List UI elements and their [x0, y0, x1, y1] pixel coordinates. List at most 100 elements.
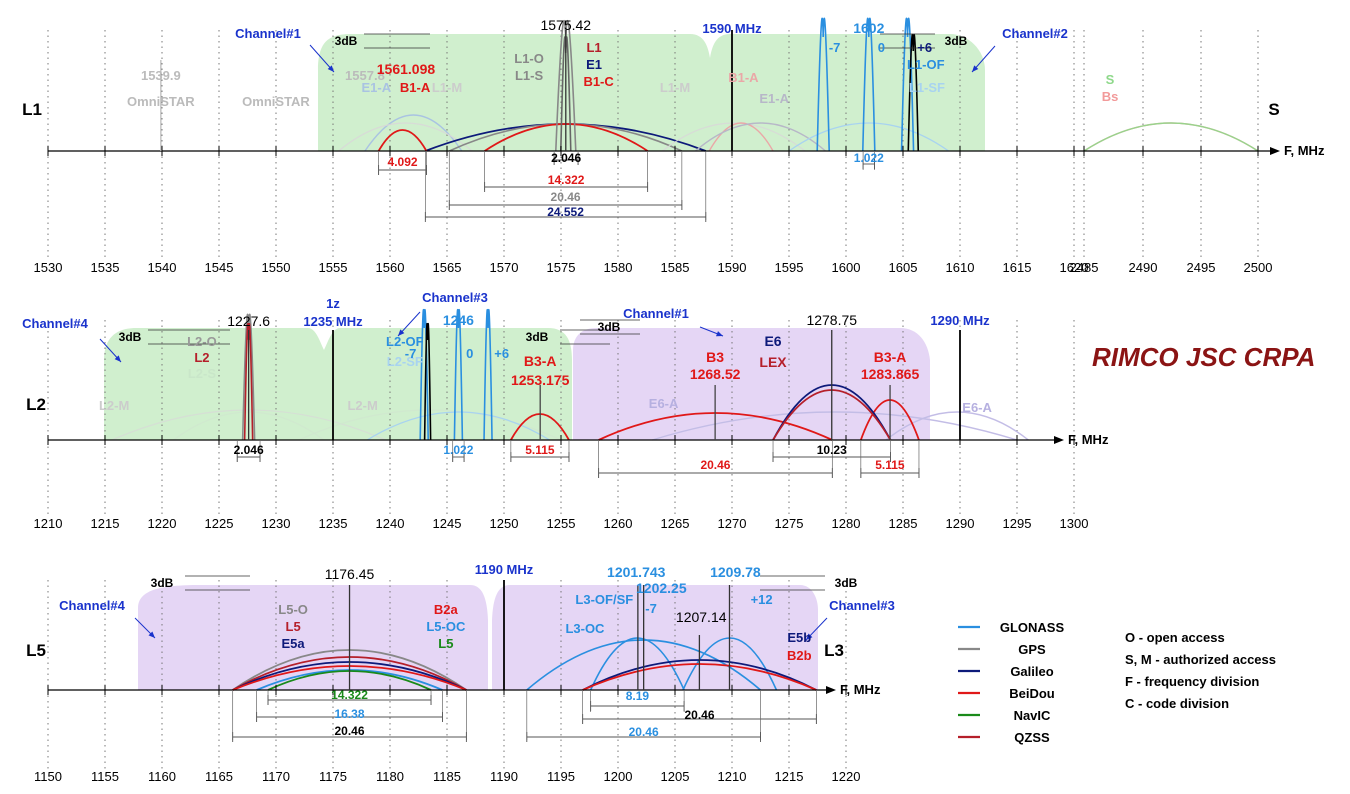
- l2-3db-right-label: 3dB: [598, 320, 621, 334]
- l1m-right-label: L1-M: [660, 80, 690, 95]
- l5-tick-label: 1175: [319, 769, 347, 784]
- glonass-l2-0-curve: [453, 308, 464, 441]
- l3-channel-3-label: Channel#3: [829, 598, 895, 613]
- omnistar-2-label: OmniSTAR: [242, 94, 310, 109]
- b3a-left-frequency: 1253.175: [511, 372, 570, 388]
- l1m-right-curve: [662, 122, 806, 152]
- b3-frequency: 1268.52: [690, 366, 741, 382]
- l1-tick-label: 1605: [889, 260, 918, 275]
- l3-m7-label: -7: [645, 601, 657, 616]
- l5-channel-4-label: Channel#4: [59, 598, 126, 613]
- l1-span-1022-value: 1.022: [854, 151, 884, 165]
- b3a-right-frequency: 1283.865: [861, 366, 920, 382]
- l2-tick-label: 1290: [946, 516, 975, 531]
- l5-tick-label: 1160: [148, 769, 176, 784]
- glonass-l1-0-label: 0: [878, 40, 885, 55]
- legend-label-gps: GPS: [1018, 642, 1046, 657]
- l1-tick-label: 1550: [262, 260, 291, 275]
- l5-tick-label: 1210: [718, 769, 747, 784]
- glonass-0-curve: [862, 17, 876, 152]
- e6a-right-curve: [885, 411, 1029, 441]
- omnistar-2-frequency: 1557.8: [345, 68, 385, 83]
- l1-tick-label: 2490: [1129, 260, 1158, 275]
- l1-channel-1-label: Channel#1: [235, 26, 301, 41]
- l1-tick-label: 1600: [832, 260, 861, 275]
- band-label-l1: L1: [22, 100, 42, 119]
- l2-channel-4-pointer-head: [114, 355, 121, 362]
- l2sf-label: L2-SF: [387, 354, 423, 369]
- l2-tick-label: 1250: [490, 516, 519, 531]
- l1-3db-left-label: 3dB: [335, 34, 358, 48]
- glonass-l2-center-frequency: 1246: [443, 312, 474, 328]
- l2-channel-1-label: Channel#1: [623, 306, 689, 321]
- l1-axis-label: F, MHz: [1284, 143, 1325, 158]
- l2-channel-4-label: Channel#4: [22, 316, 89, 331]
- l1-3db-right-label: 3dB: [945, 34, 968, 48]
- l2-center-frequency: 1227.6: [227, 313, 270, 329]
- l1s-label: L1-S: [515, 68, 544, 83]
- l5-tick-label: 1170: [262, 769, 290, 784]
- l1-channel-1-pointer-head: [327, 65, 334, 72]
- l2-tick-label: 1245: [433, 516, 462, 531]
- l1-label: L1: [586, 40, 601, 55]
- l1-tick-label: 1570: [490, 260, 519, 275]
- l2of-label: L2-OF: [386, 334, 424, 349]
- l2-3db-mid-label: 3dB: [526, 330, 549, 344]
- l1-span-14322-value: 14.322: [548, 173, 585, 187]
- legend-label-navic: NavIC: [1014, 708, 1051, 723]
- l5o-label: L5-O: [278, 602, 308, 617]
- l2-divider-2-label: 1290 MHz: [930, 313, 990, 328]
- b2a-label: B2a: [434, 602, 459, 617]
- l5-center-frequency: 1176.45: [325, 566, 375, 582]
- l2-tick-label: 1215: [91, 516, 120, 531]
- l1o-label: L1-O: [514, 51, 544, 66]
- l1-tick-label: 1590: [718, 260, 747, 275]
- bs-label: Bs: [1102, 89, 1119, 104]
- e5a-label: E5a: [282, 636, 306, 651]
- e6a-curve: [651, 411, 1018, 441]
- b2b-label: B2b: [787, 648, 812, 663]
- l1-channel-2-pointer-head: [972, 65, 979, 72]
- l3-g4-frequency: 1207.14: [676, 609, 727, 625]
- l1sf-curve: [788, 122, 949, 152]
- l5-tick-label: 1185: [433, 769, 461, 784]
- l2-span-1022-value: 1.022: [443, 443, 473, 457]
- l5-tick-label: 1190: [490, 769, 518, 784]
- l2-axis-arrow: [1054, 436, 1064, 444]
- l1-span-2046-value: 2.046: [551, 151, 581, 165]
- l5-span-2046-value: 20.46: [335, 724, 365, 738]
- l2-label: L2: [194, 350, 209, 365]
- l3of-label: L3-OF/SF: [575, 592, 633, 607]
- band-label-l3: L3: [824, 641, 844, 660]
- glonass-l1-m7-label: -7: [829, 40, 841, 55]
- b1a-frequency: 1561.098: [377, 61, 436, 77]
- l2-tick-label: 1265: [661, 516, 690, 531]
- l5-tick-label: 1165: [205, 769, 233, 784]
- glonass-l2-0-label: 0: [466, 346, 473, 361]
- l5-span-1638-value: 16.38: [335, 707, 365, 721]
- l1-axis-arrow: [1270, 147, 1280, 155]
- l2-tick-label: 1260: [604, 516, 633, 531]
- l1-tick-label: 1535: [91, 260, 120, 275]
- legend-label-glonass: GLONASS: [1000, 620, 1065, 635]
- note-2: F - frequency division: [1125, 674, 1259, 689]
- note-0: O - open access: [1125, 630, 1225, 645]
- glonass-l1-p6-label: +6: [917, 40, 932, 55]
- l1-span-4092-value: 4.092: [388, 155, 418, 169]
- l2-span-2046-value: 2.046: [234, 443, 264, 457]
- l1-tick-label: 1615: [1003, 260, 1032, 275]
- l1-tick-label: 1530: [34, 260, 63, 275]
- l2-tick-label: 1230: [262, 516, 291, 531]
- l2-divider-1z: 1z: [326, 296, 340, 311]
- l1-channel-2-label: Channel#2: [1002, 26, 1068, 41]
- l3-channel-3-pointer-head: [806, 633, 813, 640]
- legend-label-qzss: QZSS: [1014, 730, 1050, 745]
- l3-g3-frequency: 1209.78: [710, 564, 761, 580]
- e6a-left-label: E6-A: [649, 396, 679, 411]
- l5-navic-label: L5: [438, 636, 453, 651]
- b1a-left-label: B1-A: [400, 80, 431, 95]
- l1-span-2046-gps-value: 20.46: [551, 190, 581, 204]
- l2-3db-left-label: 3dB: [119, 330, 142, 344]
- l5-3db-left-label: 3dB: [151, 576, 174, 590]
- band-label-s: S: [1268, 100, 1279, 119]
